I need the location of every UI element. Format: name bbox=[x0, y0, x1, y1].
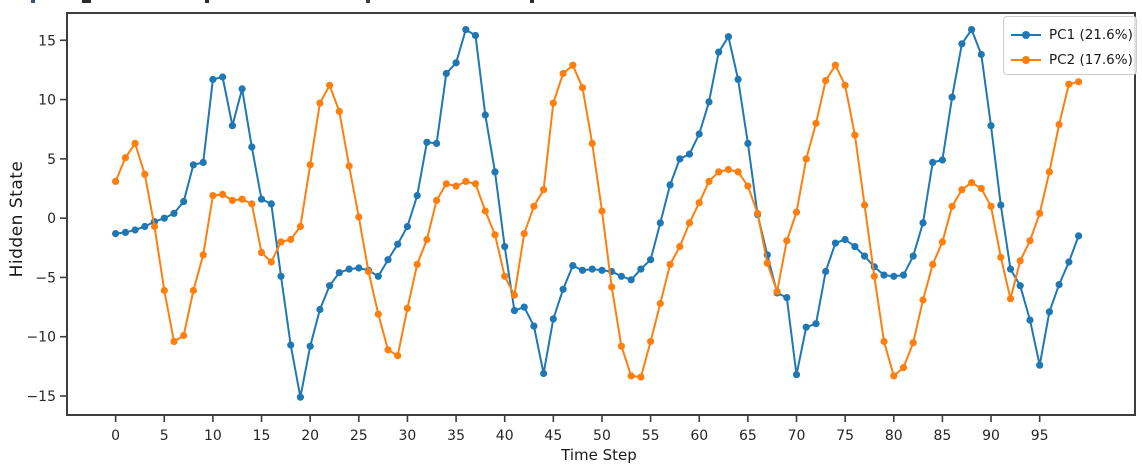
y-tick-label: −10 bbox=[26, 330, 56, 346]
legend: PC1 (21.6%) PC2 (17.6%) bbox=[1003, 16, 1137, 75]
legend-label-pc2: PC2 (17.6%) bbox=[1049, 51, 1133, 68]
y-tick-label: 5 bbox=[47, 152, 56, 168]
x-tick-label: 10 bbox=[204, 428, 222, 444]
series-pc2 bbox=[112, 61, 1083, 381]
cropped-title-fragment bbox=[82, 0, 91, 3]
cropped-title-fragment bbox=[205, 0, 209, 3]
x-tick-label: 35 bbox=[447, 428, 465, 444]
y-tick-label: 0 bbox=[47, 211, 56, 227]
x-tick-label: 50 bbox=[593, 428, 611, 444]
cropped-title-fragment bbox=[31, 0, 35, 3]
x-tick-label: 0 bbox=[111, 428, 120, 444]
y-tick-label: −5 bbox=[35, 270, 56, 286]
pc2-line-sample bbox=[1011, 55, 1041, 64]
series-pc1 bbox=[112, 26, 1083, 401]
x-tick-label: 85 bbox=[933, 428, 951, 444]
pc2-marker-icon bbox=[1022, 55, 1030, 64]
x-tick-label: 30 bbox=[399, 428, 417, 444]
x-tick-label: 40 bbox=[496, 428, 514, 444]
legend-label-pc1: PC1 (21.6%) bbox=[1049, 26, 1133, 43]
x-tick-label: 90 bbox=[982, 428, 1000, 444]
x-tick-label: 70 bbox=[788, 428, 806, 444]
y-axis-label: Hidden State bbox=[7, 160, 27, 278]
x-axis-label: Time Step bbox=[561, 446, 637, 464]
pc1-line-sample bbox=[1011, 30, 1041, 39]
cropped-title-fragment bbox=[530, 0, 534, 3]
x-tick-label: 55 bbox=[642, 428, 660, 444]
cropped-title-fragment bbox=[366, 0, 370, 3]
x-tick-label: 5 bbox=[160, 428, 169, 444]
pc1-marker-icon bbox=[1022, 30, 1030, 39]
x-tick-label: 80 bbox=[885, 428, 903, 444]
x-tick-label: 95 bbox=[1031, 428, 1049, 444]
x-tick-label: 20 bbox=[301, 428, 319, 444]
x-tick-label: 45 bbox=[544, 428, 562, 444]
x-tick-label: 75 bbox=[836, 428, 854, 444]
x-tick-label: 65 bbox=[739, 428, 757, 444]
legend-item-pc1: PC1 (21.6%) bbox=[1011, 22, 1136, 47]
x-tick-label: 15 bbox=[253, 428, 271, 444]
legend-item-pc2: PC2 (17.6%) bbox=[1011, 47, 1136, 72]
x-tick-label: 25 bbox=[350, 428, 368, 444]
plot-border bbox=[66, 12, 1136, 416]
y-tick-label: −15 bbox=[26, 389, 56, 405]
y-tick-label: 15 bbox=[38, 33, 56, 49]
y-tick-label: 10 bbox=[38, 93, 56, 109]
x-tick-label: 60 bbox=[690, 428, 708, 444]
